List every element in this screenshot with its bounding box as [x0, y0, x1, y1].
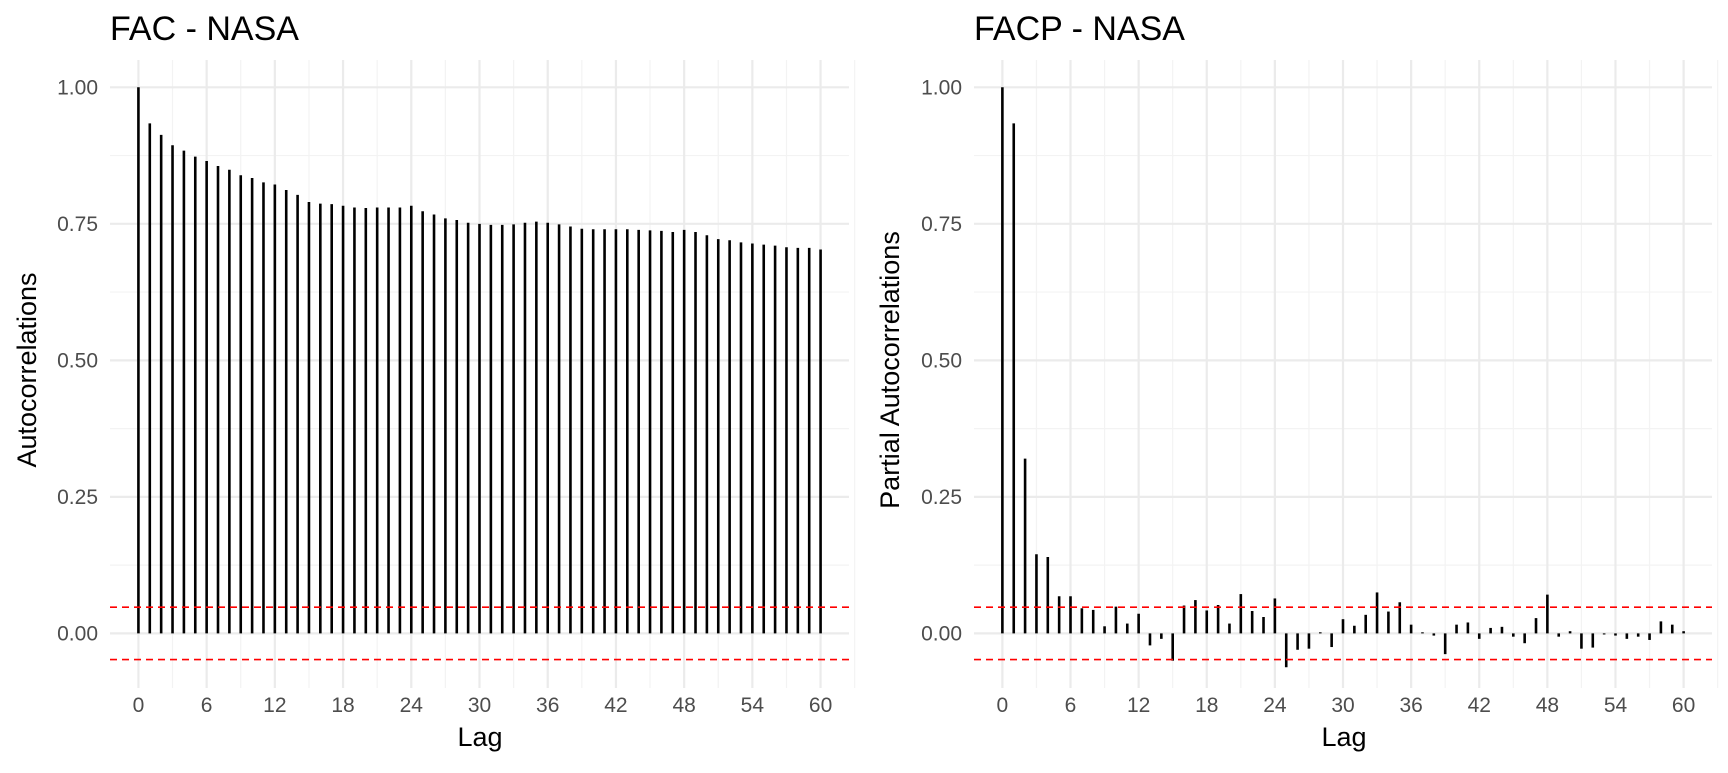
acf-x-tick-label: 24 [400, 694, 424, 717]
acf-y-tick-label: 0.25 [57, 486, 98, 509]
acf-y-tick-label: 1.00 [57, 76, 98, 99]
pacf-y-tick-label: 0.50 [921, 349, 962, 372]
acf-x-tick-label: 0 [133, 694, 145, 717]
pacf-x-tick-label: 30 [1331, 694, 1354, 717]
acf-x-tick-label: 54 [741, 694, 765, 717]
acf-x-tick-label: 6 [201, 694, 213, 717]
pacf-y-tick-label: 0.00 [921, 622, 962, 645]
pacf-y-ticks: 0.00 0.25 0.50 0.75 1.00 [921, 76, 962, 645]
acf-y-ticks: 0.00 0.25 0.50 0.75 1.00 [57, 76, 98, 645]
acf-y-axis-title: Autocorrelations [12, 272, 42, 467]
pacf-x-tick-label: 48 [1536, 694, 1559, 717]
pacf-bars [1001, 87, 1685, 668]
acf-x-tick-label: 42 [604, 694, 627, 717]
pacf-y-tick-label: 1.00 [921, 76, 962, 99]
acf-x-axis-title: Lag [457, 722, 502, 752]
acf-y-tick-label: 0.75 [57, 213, 98, 236]
acf-confidence-lines [110, 606, 849, 661]
pacf-x-tick-label: 60 [1672, 694, 1695, 717]
pacf-x-tick-label: 36 [1399, 694, 1422, 717]
pacf-x-tick-label: 54 [1604, 694, 1628, 717]
pacf-y-tick-label: 0.75 [921, 213, 962, 236]
pacf-x-tick-label: 42 [1468, 694, 1491, 717]
pacf-title: FACP - NASA [974, 10, 1185, 48]
acf-x-tick-label: 48 [672, 694, 695, 717]
acf-x-tick-label: 60 [809, 694, 832, 717]
acf-panel: FAC - NASA Autocorrelations Lag 0.00 0.25… [12, 10, 856, 752]
pacf-x-tick-label: 18 [1195, 694, 1218, 717]
pacf-y-axis-title: Partial Autocorrelations [875, 231, 905, 509]
pacf-x-axis-title: Lag [1321, 722, 1366, 752]
pacf-x-ticks: 0 6 12 18 24 30 36 42 48 54 60 [997, 694, 1696, 717]
acf-y-tick-label: 0.00 [57, 622, 98, 645]
pacf-x-tick-label: 24 [1263, 694, 1287, 717]
acf-x-tick-label: 30 [468, 694, 491, 717]
acf-bars [137, 87, 822, 634]
acf-x-tick-label: 12 [263, 694, 286, 717]
acf-title: FAC - NASA [110, 10, 299, 48]
acf-x-tick-label: 36 [536, 694, 559, 717]
acf-gridlines [110, 60, 856, 688]
pacf-x-tick-label: 12 [1127, 694, 1150, 717]
pacf-gridlines [974, 60, 1719, 688]
acf-x-ticks: 0 6 12 18 24 30 36 42 48 54 60 [133, 694, 833, 717]
pacf-y-tick-label: 0.25 [921, 486, 962, 509]
acf-x-tick-label: 18 [331, 694, 354, 717]
pacf-confidence-lines [974, 606, 1712, 661]
acf-y-tick-label: 0.50 [57, 349, 98, 372]
pacf-x-tick-label: 0 [997, 694, 1009, 717]
pacf-x-tick-label: 6 [1065, 694, 1077, 717]
pacf-panel: FACP - NASA Partial Autocorrelations Lag… [875, 10, 1719, 752]
